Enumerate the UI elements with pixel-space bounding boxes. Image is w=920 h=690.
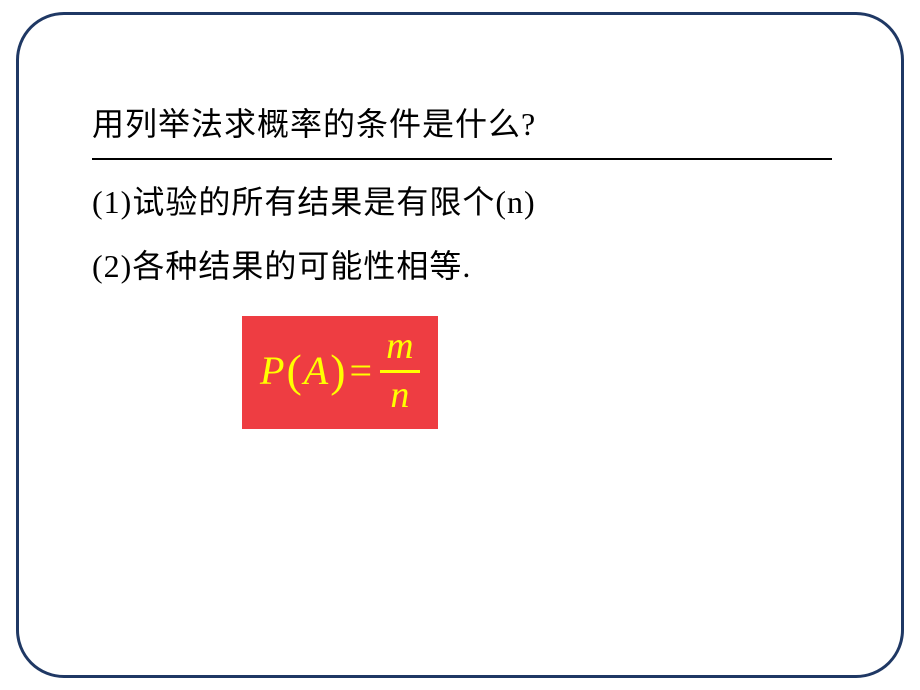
probability-formula-box: P ( A ) = m n [242, 316, 438, 429]
condition-point-2: (2)各种结果的可能性相等. [92, 242, 832, 290]
formula-equals: = [348, 351, 377, 391]
condition-point-1: (1)试验的所有结果是有限个(n) [92, 178, 832, 226]
formula-fraction: m n [380, 326, 419, 417]
slide-content: 用列举法求概率的条件是什么? (1)试验的所有结果是有限个(n) (2)各种结果… [92, 100, 832, 429]
probability-formula: P ( A ) = m n [260, 326, 420, 417]
formula-arg: A [304, 351, 328, 391]
formula-fn: P [260, 351, 284, 391]
formula-paren-close: ) [328, 348, 347, 394]
formula-paren-open: ( [284, 348, 303, 394]
formula-numerator: m [380, 326, 419, 368]
formula-fraction-bar [380, 370, 419, 373]
question-text: 用列举法求概率的条件是什么? [92, 100, 832, 148]
formula-denominator: n [384, 375, 415, 417]
divider-line [92, 158, 832, 160]
